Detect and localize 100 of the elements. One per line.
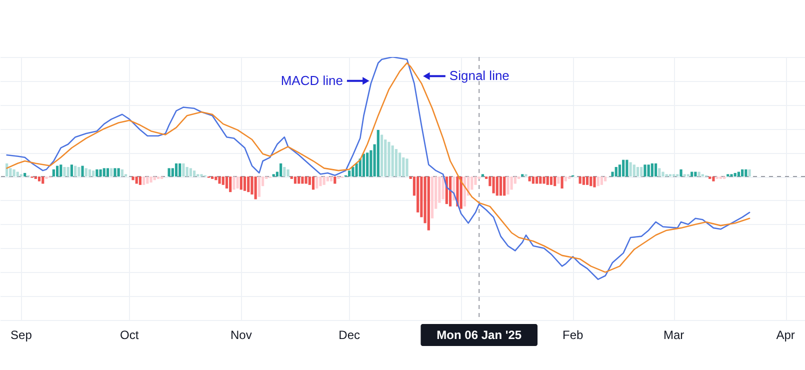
- bar: [406, 158, 408, 177]
- bar: [218, 176, 221, 184]
- bar: [499, 176, 502, 196]
- bar: [380, 134, 384, 177]
- bar: [196, 174, 200, 177]
- bar: [542, 176, 546, 184]
- bar: [622, 160, 625, 177]
- bar: [138, 176, 142, 185]
- bar: [96, 169, 98, 177]
- bar: [614, 166, 618, 177]
- bar: [60, 164, 62, 177]
- bar: [672, 174, 676, 177]
- bar: [286, 169, 290, 177]
- bar: [316, 176, 318, 188]
- x-tick-label: Mar: [663, 328, 684, 342]
- bar: [322, 176, 326, 185]
- bar: [114, 168, 116, 177]
- bar: [560, 176, 564, 188]
- bar: [665, 174, 668, 177]
- bar: [394, 149, 398, 177]
- bar: [734, 172, 736, 177]
- bar: [748, 169, 751, 177]
- x-tick-label: Nov: [230, 328, 252, 342]
- bar: [590, 176, 592, 186]
- bar: [334, 176, 336, 184]
- bar: [647, 164, 650, 177]
- bar: [698, 172, 700, 177]
- bar: [557, 176, 560, 184]
- bar: [272, 174, 275, 177]
- bar: [690, 172, 694, 177]
- bar: [214, 176, 218, 180]
- bar: [658, 168, 661, 177]
- bar: [676, 174, 679, 177]
- bar: [546, 176, 549, 185]
- bar: [564, 176, 567, 182]
- bar: [99, 169, 102, 177]
- bar: [24, 172, 26, 177]
- ref-line-label: Mon 06 Jan '25: [436, 328, 522, 342]
- bar: [240, 176, 242, 190]
- bar: [654, 163, 658, 177]
- bar: [726, 174, 730, 177]
- bar: [312, 176, 315, 190]
- bar: [536, 176, 538, 184]
- bar: [110, 168, 113, 177]
- bar: [283, 166, 286, 177]
- bar: [70, 164, 73, 177]
- bar: [596, 176, 600, 186]
- bar: [84, 168, 88, 177]
- bar: [460, 176, 462, 209]
- bar: [236, 176, 239, 188]
- bar: [81, 166, 84, 177]
- bar: [626, 160, 628, 177]
- bar: [593, 176, 596, 188]
- bar: [442, 176, 444, 200]
- x-tick-label: Apr: [776, 328, 795, 342]
- bar: [662, 172, 664, 177]
- bar: [668, 174, 672, 177]
- bar: [294, 176, 297, 184]
- bar: [391, 145, 394, 177]
- bar: [604, 176, 607, 182]
- bar: [532, 176, 534, 184]
- bar: [524, 174, 528, 177]
- bar: [448, 176, 452, 206]
- bar: [52, 169, 55, 177]
- bar: [319, 176, 322, 186]
- bar: [222, 176, 224, 185]
- bar: [644, 164, 646, 177]
- bar: [117, 168, 120, 177]
- bar: [632, 164, 636, 177]
- bar: [578, 176, 582, 184]
- bar: [362, 154, 366, 177]
- bar: [174, 163, 178, 177]
- bar: [503, 176, 506, 196]
- bar: [146, 176, 149, 184]
- x-tick-label: Oct: [120, 328, 140, 342]
- bar: [301, 176, 304, 184]
- x-tick-label: Sep: [10, 328, 32, 342]
- bar: [229, 176, 232, 192]
- bar: [42, 176, 44, 184]
- bar: [66, 166, 70, 177]
- bar: [521, 174, 524, 177]
- bar: [16, 172, 19, 177]
- bar: [398, 152, 402, 177]
- bar: [178, 163, 182, 177]
- bar: [63, 166, 66, 177]
- bar: [694, 172, 697, 177]
- bar: [683, 174, 686, 177]
- bar: [506, 176, 510, 194]
- bar: [636, 166, 640, 177]
- bar: [600, 176, 603, 185]
- bar: [686, 174, 690, 177]
- bar: [348, 170, 351, 177]
- bar: [741, 169, 744, 177]
- bar: [106, 168, 110, 177]
- bar: [304, 176, 308, 184]
- bar: [247, 176, 250, 192]
- bar: [481, 174, 484, 177]
- x-tick-label: Feb: [562, 328, 584, 342]
- bar: [554, 176, 556, 186]
- bar: [712, 176, 715, 182]
